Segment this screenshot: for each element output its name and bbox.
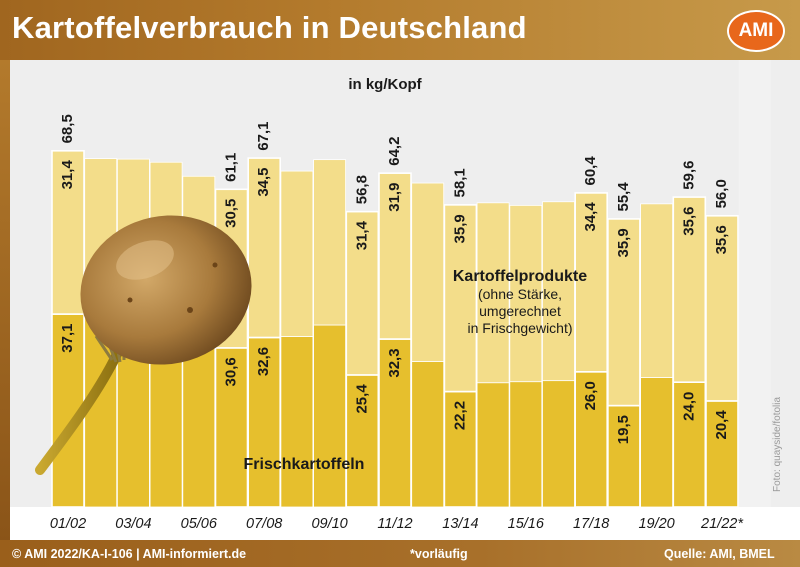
data-label-products: 34,4 — [582, 202, 599, 232]
empty-column — [738, 60, 771, 507]
footer-copyright: © AMI 2022/KA-I-106 | AMI-informiert.de — [12, 547, 247, 561]
bar-kartoffelprodukte — [542, 201, 575, 382]
bar-kartoffelprodukte — [313, 159, 347, 326]
data-label-fresh: 20,4 — [713, 410, 730, 440]
bar-kartoffelprodukte — [640, 203, 673, 378]
footer-note: *vorläufig — [410, 547, 468, 561]
bar-kartoffelprodukte — [476, 202, 510, 384]
data-label-fresh: 37,1 — [59, 323, 76, 352]
bar-kartoffelprodukte — [280, 170, 314, 337]
title-band — [0, 0, 800, 60]
footer: © AMI 2022/KA-I-106 | AMI-informiert.de … — [0, 540, 800, 567]
bar-frischkartoffeln — [640, 377, 673, 508]
data-label-fresh: 22,2 — [451, 401, 468, 430]
x-tick-label: 03/04 — [115, 516, 151, 532]
legend-products-note-3: in Frischgewicht) — [467, 320, 573, 336]
potato-highlight — [116, 240, 174, 280]
x-tick-label: 15/16 — [508, 516, 545, 532]
data-label-products: 30,5 — [222, 199, 239, 228]
bar-frischkartoffeln — [182, 347, 216, 508]
data-label-fresh: 32,6 — [255, 347, 272, 376]
legend-fresh: Frischkartoffeln — [243, 456, 365, 473]
bar-frischkartoffeln — [411, 360, 445, 508]
chart-title: Kartoffelverbrauch in Deutschland — [12, 10, 527, 45]
fork-handle — [35, 347, 123, 475]
data-label-total: 59,6 — [680, 160, 697, 189]
data-label-fresh: 26,0 — [582, 381, 599, 410]
footer-source: Quelle: AMI, BMEL — [664, 547, 775, 561]
data-label-total: 67,1 — [255, 121, 272, 150]
data-label-fresh: 19,5 — [615, 415, 632, 444]
data-label-total: 56,8 — [353, 175, 370, 204]
bar-frischkartoffeln — [476, 382, 510, 508]
legend-products: Kartoffelprodukte (ohne Stärke, umgerech… — [430, 268, 610, 337]
x-tick-label: 11/12 — [377, 516, 412, 532]
x-tick-label: 17/18 — [573, 516, 609, 532]
data-label-total: 60,4 — [582, 156, 599, 186]
bar-kartoffelprodukte — [51, 150, 85, 315]
x-tick-label: 21/22* — [700, 516, 744, 532]
bar-kartoffelprodukte — [411, 182, 445, 362]
data-label-fresh: 30,6 — [222, 357, 239, 386]
bar-kartoffelprodukte — [247, 157, 281, 339]
bar-frischkartoffeln — [280, 336, 314, 508]
data-label-products: 35,9 — [615, 228, 632, 257]
x-tick-label: 05/06 — [181, 516, 218, 532]
data-label-total: 55,4 — [615, 182, 632, 212]
bar-frischkartoffeln — [607, 404, 641, 508]
bar-frischkartoffeln — [542, 380, 575, 508]
bar-kartoffelprodukte — [378, 172, 412, 340]
ami-logo: AMI — [727, 10, 785, 52]
x-tick-label: 19/20 — [638, 516, 674, 532]
data-label-total: 68,5 — [59, 114, 76, 143]
bar-kartoffelprodukte — [509, 204, 543, 383]
left-decor-strip — [0, 60, 10, 545]
legend-products-title: Kartoffelprodukte — [452, 268, 588, 285]
bar-frischkartoffeln — [672, 381, 707, 508]
unit-label: in kg/Kopf — [348, 76, 422, 93]
bar-kartoffelprodukte — [607, 218, 641, 407]
legend-products-note-1: (ohne Stärke, — [477, 286, 563, 302]
bar-frischkartoffeln — [705, 400, 739, 508]
bar-frischkartoffeln — [214, 347, 249, 508]
data-label-fresh: 24,0 — [680, 392, 697, 421]
x-tick-label: 01/02 — [50, 516, 86, 532]
data-label-total: 56,0 — [713, 179, 730, 208]
data-label-total: 64,2 — [386, 137, 403, 166]
x-tick-label: 09/10 — [311, 516, 347, 532]
data-label-fresh: 32,3 — [386, 348, 403, 377]
data-label-products: 31,4 — [59, 160, 76, 190]
potato-eye-2 — [127, 297, 133, 303]
bar-kartoffelprodukte — [705, 215, 739, 402]
data-label-total: 61,1 — [222, 153, 239, 182]
potato-eye-1 — [187, 307, 193, 313]
bar-frischkartoffeln — [509, 381, 543, 508]
bar-frischkartoffeln — [345, 374, 380, 508]
potato-photo — [35, 215, 252, 475]
potato-eye-3 — [212, 262, 218, 268]
bar-frischkartoffeln — [378, 338, 412, 508]
bar-frischkartoffeln — [313, 324, 347, 508]
data-label-products: 35,6 — [680, 206, 697, 235]
bar-kartoffelprodukte — [443, 204, 478, 393]
data-label-fresh: 25,4 — [353, 384, 370, 414]
bar-kartoffelprodukte — [345, 210, 380, 376]
bar-kartoffelprodukte — [672, 196, 707, 383]
bar-kartoffelprodukte — [574, 192, 609, 373]
data-label-products: 31,9 — [386, 183, 403, 212]
data-label-products: 35,6 — [713, 225, 730, 254]
x-tick-label: 07/08 — [246, 516, 282, 532]
data-label-total: 58,1 — [451, 168, 468, 197]
fork-tine-1 — [94, 335, 114, 361]
data-label-products: 34,5 — [255, 167, 272, 196]
data-label-products: 31,4 — [353, 220, 370, 250]
photo-credit: Foto: quayside/fotolia — [772, 396, 783, 492]
data-label-products: 35,9 — [451, 214, 468, 243]
legend-products-note-2: umgerechnet — [479, 303, 561, 319]
x-tick-label: 13/14 — [442, 516, 478, 532]
